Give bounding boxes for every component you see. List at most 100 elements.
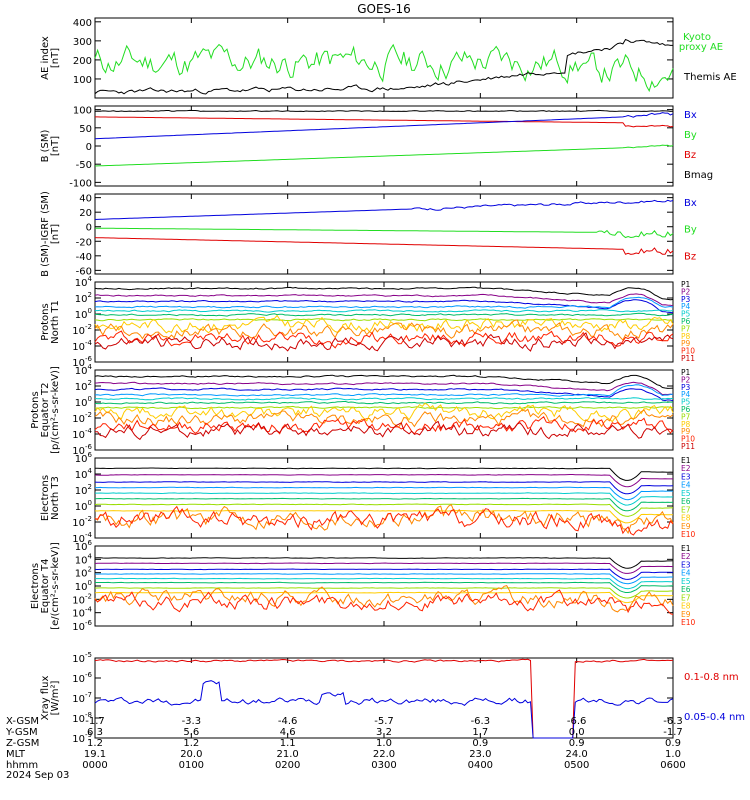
x-row-value: 0.0 xyxy=(569,727,585,738)
series-line xyxy=(94,408,674,429)
legend-entry: By xyxy=(684,225,697,236)
x-row-value: -5.7 xyxy=(374,716,394,727)
series-line xyxy=(95,486,673,501)
x-row-label: X-GSM xyxy=(6,716,39,727)
y-axis-label: [nT] xyxy=(50,48,61,68)
channel-label: E7 xyxy=(681,593,691,602)
x-row-value: 0400 xyxy=(468,760,493,771)
channel-label: P4 xyxy=(681,302,691,311)
y-tick-label: 100 xyxy=(73,75,92,86)
y-axis-label: B (SM) xyxy=(40,129,51,162)
series-line xyxy=(94,109,674,113)
y-tick-label: 100 xyxy=(75,395,92,409)
x-row-value: -4.6 xyxy=(278,716,298,727)
legend-entry: Bz xyxy=(684,150,696,161)
x-row-value: -3.3 xyxy=(182,716,202,727)
y-tick-label: 104 xyxy=(75,552,93,566)
series-line xyxy=(94,43,674,93)
y-tick-label: -50 xyxy=(76,160,92,171)
x-row-label: Y-GSM xyxy=(5,727,38,738)
series-line xyxy=(94,568,674,580)
channel-label: P2 xyxy=(681,287,691,296)
x-row-value: 0000 xyxy=(82,760,107,771)
x-row-value: 0100 xyxy=(179,760,204,771)
channel-label: P11 xyxy=(681,442,695,451)
series-line xyxy=(94,505,674,536)
channel-label: P10 xyxy=(681,347,695,356)
x-row-label: MLT xyxy=(6,749,26,760)
series-line xyxy=(94,237,674,255)
channel-label: E5 xyxy=(681,577,691,586)
y-axis-label: [nT] xyxy=(50,136,61,156)
channel-label: P5 xyxy=(681,398,691,407)
channel-label: P8 xyxy=(681,332,691,341)
x-date-label: 2024 Sep 03 xyxy=(6,770,69,781)
y-tick-label: 10-4 xyxy=(72,339,92,353)
series-line xyxy=(95,309,674,313)
series-line xyxy=(94,658,674,739)
legend-entry: proxy AE xyxy=(679,42,723,53)
series-line xyxy=(94,401,674,405)
y-tick-label: -20 xyxy=(76,237,92,248)
x-row-value: 22.0 xyxy=(373,749,395,760)
x-row-value: -1.7 xyxy=(85,716,105,727)
y-tick-label: 50 xyxy=(79,124,92,135)
y-axis-label: AE index xyxy=(40,36,51,80)
channel-label: E2 xyxy=(681,552,691,561)
channel-label: E7 xyxy=(681,505,691,514)
panel-bsm: -100 -50 0 50 100 B (SM) [nT] Bx By Bz Bmag xyxy=(40,105,713,189)
x-row-value: 20.0 xyxy=(180,749,202,760)
y-tick-label: 300 xyxy=(73,37,92,48)
x-row-value: 19.1 xyxy=(84,749,106,760)
y-axis-label: North T1 xyxy=(50,300,61,344)
y-axis-label: Equator T2 xyxy=(40,383,51,438)
y-tick-label: 104 xyxy=(75,363,93,377)
legend-entry: Themis AE xyxy=(683,72,737,83)
legend-entry: 0.1-0.8 nm xyxy=(684,672,739,683)
series-line xyxy=(94,497,674,512)
y-tick-label: 10-6 xyxy=(72,671,92,685)
series-line xyxy=(94,473,673,488)
series-line xyxy=(94,312,674,317)
channel-label: E3 xyxy=(681,560,691,569)
channel-label: E1 xyxy=(681,456,691,465)
x-row-value: 0300 xyxy=(371,760,396,771)
x-row-value: -6.3 xyxy=(663,716,683,727)
x-row-value: 6.3 xyxy=(87,727,103,738)
series-line xyxy=(94,557,674,569)
channel-label: P6 xyxy=(681,405,691,414)
y-tick-label: 100 xyxy=(73,106,92,117)
y-tick-label: 10-2 xyxy=(72,515,92,529)
channel-label: P3 xyxy=(681,295,691,304)
y-tick-label: -60 xyxy=(76,266,92,277)
x-row-value: 1.7 xyxy=(472,727,488,738)
y-tick-label: 102 xyxy=(75,379,92,393)
channel-label: P10 xyxy=(681,435,695,444)
y-axis-label: Equator T4 xyxy=(40,559,51,614)
channel-label: E5 xyxy=(681,489,691,498)
channel-label: E10 xyxy=(681,618,696,627)
series-line xyxy=(94,296,674,309)
panel-frame xyxy=(94,17,674,99)
channel-label: E9 xyxy=(681,522,691,531)
y-axis-label: Protons xyxy=(30,391,41,428)
x-row-value: 0.9 xyxy=(665,738,681,749)
series-line xyxy=(94,562,674,574)
y-tick-label: 0 xyxy=(86,142,92,153)
series-line xyxy=(94,38,673,95)
channel-label: E2 xyxy=(681,464,691,473)
channel-label: P2 xyxy=(681,375,691,384)
x-row-value: 21.0 xyxy=(277,749,299,760)
x-row-value: 1.2 xyxy=(183,738,199,749)
legend-entry: Kyoto xyxy=(683,32,711,43)
x-row-value: -6.6 xyxy=(567,716,587,727)
channel-label: P7 xyxy=(681,412,691,421)
series-line xyxy=(94,381,674,396)
series-line xyxy=(94,402,674,423)
series-line xyxy=(94,587,674,599)
